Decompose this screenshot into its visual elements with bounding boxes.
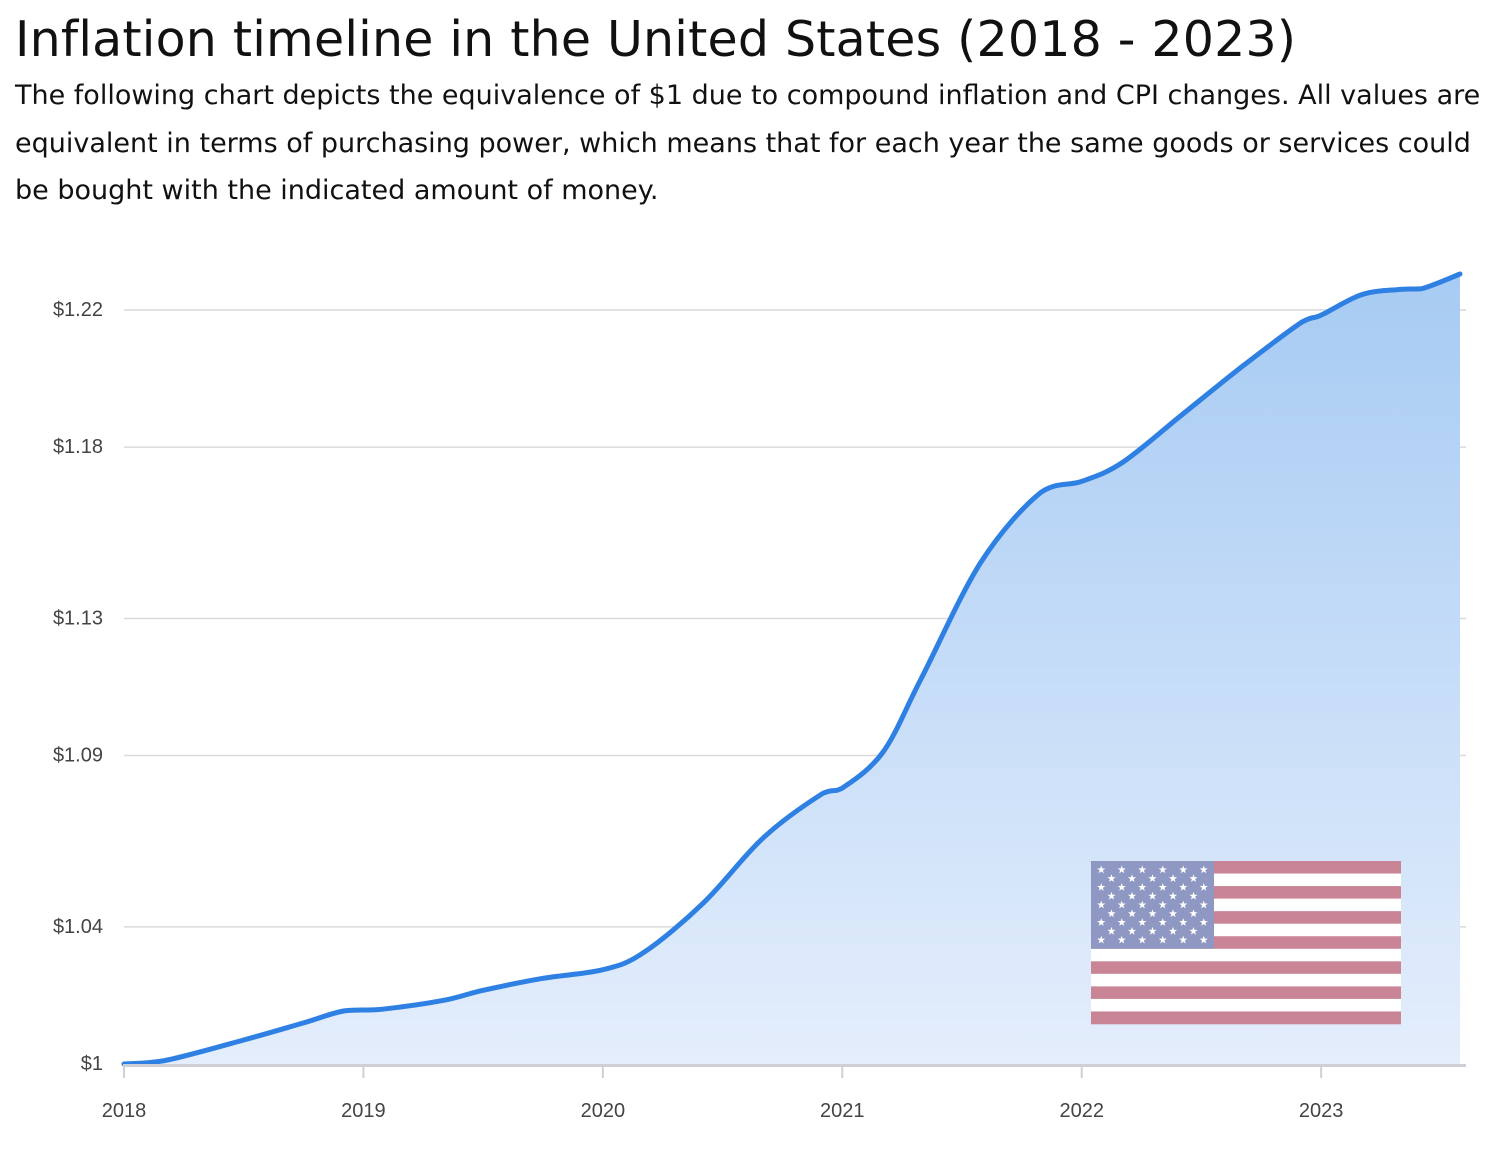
flag-star: [1138, 900, 1147, 909]
x-axis: [123, 1064, 1466, 1078]
flag-star: [1168, 891, 1178, 900]
flag-stripe: [1091, 998, 1401, 1012]
flag-star: [1148, 874, 1157, 883]
flag-star: [1189, 891, 1198, 900]
flag-star: [1148, 909, 1157, 918]
flag-star: [1127, 874, 1137, 883]
flag-star: [1158, 900, 1167, 909]
page-subtitle: The following chart depicts the equivale…: [15, 80, 1481, 206]
flag-star: [1127, 909, 1137, 918]
flag-star: [1138, 865, 1147, 874]
flag-star: [1189, 874, 1198, 883]
flag-star: [1158, 883, 1167, 891]
flag-star: [1158, 935, 1167, 944]
flag-star: [1148, 891, 1157, 900]
x-tick-label: 2021: [820, 1100, 865, 1122]
flag-star: [1097, 918, 1106, 926]
x-tick-label: 2018: [102, 1100, 147, 1122]
y-tick-label: $1: [81, 1053, 103, 1075]
flag-star: [1179, 865, 1188, 874]
line-layer: [121, 271, 1463, 1067]
flag-star: [1107, 891, 1116, 900]
x-tick-label: 2022: [1059, 1100, 1104, 1122]
x-tick-label: 2023: [1299, 1100, 1344, 1122]
flag-star: [1179, 918, 1188, 926]
flag-star: [1107, 874, 1116, 883]
flag-star: [1199, 918, 1208, 926]
y-tick-label: $1.13: [53, 607, 103, 629]
flag-star: [1107, 926, 1116, 935]
flag-star: [1189, 926, 1198, 935]
flag-star: [1117, 865, 1126, 874]
y-tick-label: $1.18: [53, 436, 103, 458]
flag-star: [1127, 926, 1137, 935]
us-flag-icon: [1091, 861, 1401, 1025]
flag-star: [1199, 883, 1208, 891]
flag-stripe: [1091, 973, 1401, 987]
header: Inflation timeline in the United States …: [15, 8, 1490, 215]
flag-star: [1107, 909, 1116, 918]
x-tick-label: 2019: [341, 1100, 386, 1122]
flag-star: [1179, 900, 1188, 909]
x-axis-labels: 2018 2019 2020 2021 2022 2023: [102, 1100, 1344, 1122]
x-tick-label: 2020: [581, 1100, 626, 1122]
flag-star: [1148, 926, 1157, 935]
flag-star: [1138, 918, 1147, 926]
flag-star: [1189, 909, 1198, 918]
flag-stripe: [1091, 948, 1401, 962]
flag-star: [1117, 935, 1126, 944]
flag-stripe: [1091, 961, 1401, 975]
inflation-area-chart: $1 $1.04 $1.09 $1.13 $1.18 $1.22 2018 2019 2020…: [53, 271, 1466, 1122]
y-tick-label: $1.22: [53, 299, 103, 321]
flag-stripe: [1091, 1011, 1401, 1025]
flag-star: [1127, 891, 1137, 900]
flag-star: [1117, 900, 1126, 909]
flag-star: [1179, 935, 1188, 944]
flag-star: [1158, 918, 1167, 926]
flag-star: [1168, 926, 1178, 935]
y-tick-label: $1.04: [53, 916, 103, 938]
flag-stripe: [1091, 986, 1401, 1000]
flag-star: [1117, 918, 1126, 926]
flag-star: [1168, 874, 1178, 883]
flag-star: [1168, 909, 1178, 918]
flag-star: [1199, 900, 1208, 909]
flag-star: [1138, 935, 1147, 944]
flag-star: [1097, 935, 1106, 944]
flag-star: [1179, 883, 1188, 891]
flag-star: [1138, 883, 1147, 891]
flag-star: [1199, 865, 1208, 874]
flag-star: [1097, 883, 1106, 891]
y-tick-label: $1.09: [53, 745, 103, 767]
page-title: Inflation timeline in the United States …: [15, 11, 1297, 68]
flag-star: [1097, 865, 1106, 874]
flag-star: [1117, 883, 1126, 891]
flag-star: [1199, 935, 1208, 944]
y-axis-labels: $1 $1.04 $1.09 $1.13 $1.18 $1.22: [53, 299, 103, 1075]
flag-star: [1097, 900, 1106, 909]
flag-canton: [1091, 861, 1214, 949]
flag-star: [1158, 865, 1167, 874]
